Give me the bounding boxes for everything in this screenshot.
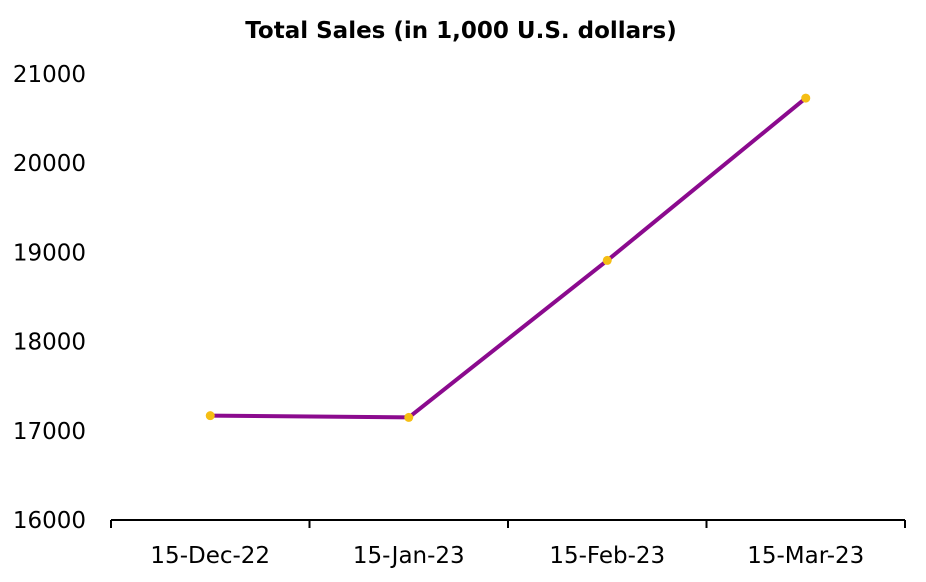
data-point xyxy=(404,412,414,422)
y-tick-label: 20000 xyxy=(13,151,86,177)
x-tick-label: 15-Feb-23 xyxy=(549,543,665,569)
x-tick-label: 15-Mar-23 xyxy=(747,543,864,569)
y-tick-label: 16000 xyxy=(13,508,86,534)
series-line xyxy=(208,96,808,420)
y-tick-label: 19000 xyxy=(13,240,86,266)
x-tick-label: 15-Dec-22 xyxy=(150,543,270,569)
y-tick-label: 18000 xyxy=(13,330,86,356)
y-tick-label: 17000 xyxy=(13,419,86,445)
y-tick-label: 21000 xyxy=(13,62,86,88)
data-point xyxy=(602,255,612,265)
x-tick-label: 15-Jan-23 xyxy=(353,543,465,569)
x-axis xyxy=(110,519,906,528)
x-axis-tick-labels: 15-Dec-22 15-Jan-23 15-Feb-23 15-Mar-23 xyxy=(150,543,864,569)
data-point xyxy=(205,411,215,421)
series-lines xyxy=(208,96,808,420)
y-axis-tick-labels: 16000 17000 18000 19000 20000 21000 xyxy=(13,62,86,534)
series-markers xyxy=(205,93,811,422)
chart-title: Total Sales (in 1,000 U.S. dollars) xyxy=(245,18,676,44)
data-point xyxy=(801,93,811,103)
